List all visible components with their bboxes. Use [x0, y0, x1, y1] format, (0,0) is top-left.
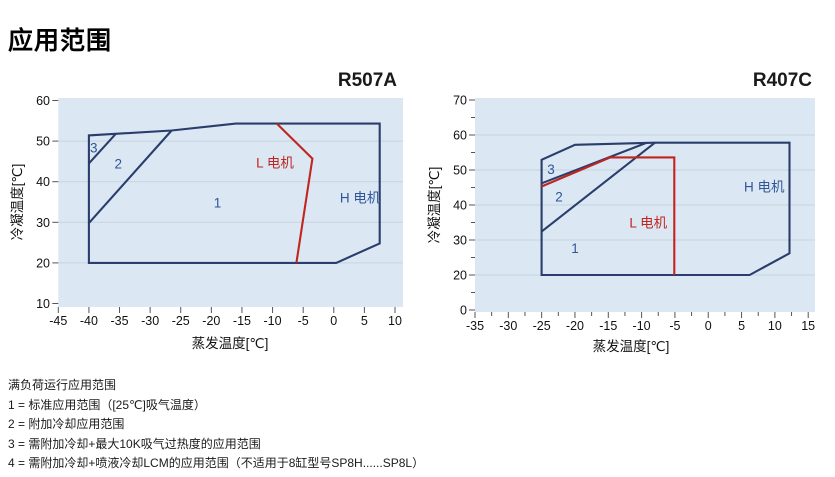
chart-annotation: 2: [115, 157, 123, 172]
chart-annotation: H 电机: [340, 190, 381, 205]
x-axis-tick-label: 10: [768, 319, 782, 333]
x-axis-tick-label: 0: [330, 314, 337, 328]
series-h_motor_envelope: [540, 141, 791, 277]
x-axis-tick-label: -10: [264, 314, 282, 328]
legend-item-4: 4 = 需附加冷却+喷液冷却LCM的应用范围（不适用于8缸型号SP8H.....…: [8, 456, 425, 470]
x-axis-title: 蒸发温度[℃]: [593, 339, 670, 354]
x-axis-tick-label: 15: [801, 319, 815, 333]
y-axis-tick-label: 50: [36, 135, 50, 149]
chart-annotation: 1: [571, 241, 579, 256]
y-axis-tick-label: 40: [36, 175, 50, 189]
chart-annotation: L 电机: [256, 156, 294, 171]
y-axis-title: 冷凝温度[℃]: [10, 164, 25, 241]
chart-title: R407C: [753, 70, 812, 91]
x-axis-tick-label: 0: [705, 319, 712, 333]
chart-annotation: 3: [547, 162, 555, 177]
chart-annotation: L 电机: [629, 215, 667, 230]
series-l_motor_boundary: [541, 156, 676, 275]
legend-item-3: 3 = 需附加冷却+最大10K吸气过热度的应用范围: [8, 436, 261, 451]
series-zone2_boundary: [88, 129, 173, 224]
chart-annotation: 1: [214, 195, 222, 210]
x-axis-tick-label: -30: [499, 319, 517, 333]
x-axis-tick-label: -5: [298, 314, 309, 328]
x-axis-tick-label: 5: [361, 314, 368, 328]
x-axis-tick-label: -40: [80, 314, 98, 328]
x-axis-tick-label: -25: [172, 314, 190, 328]
x-axis-tick-label: -10: [633, 319, 651, 333]
y-axis-tick-label: 60: [453, 129, 467, 143]
y-axis-tick-label: 60: [36, 94, 50, 108]
x-axis-tick-label: -45: [49, 314, 67, 328]
x-axis-tick-label: -20: [566, 319, 584, 333]
legend-block: 满负荷运行应用范围 1 = 标准应用范围（[25℃]吸气温度） 2 = 附加冷却…: [8, 376, 424, 474]
page-title: 应用范围: [8, 26, 113, 55]
y-axis-tick-label: 0: [460, 304, 467, 318]
y-axis-tick-label: 50: [453, 164, 467, 178]
x-axis-tick-label: -15: [599, 319, 617, 333]
chart-r407c: -35 -30 -25 -20 -15 -10 -5 0 5 10 15 70 60 50 40 30 20 0 3…: [427, 70, 815, 354]
x-axis-tick-label: -15: [233, 314, 251, 328]
legend-item-2: 2 = 附加冷却应用范围: [8, 417, 125, 431]
x-axis-tick-label: -35: [466, 319, 484, 333]
series-h_motor_envelope: [87, 122, 381, 264]
y-axis-tick-label: 30: [453, 234, 467, 248]
legend-title: 满负荷运行应用范围: [8, 378, 117, 392]
chart-title: R507A: [338, 70, 397, 91]
x-axis-tick-label: -5: [669, 319, 680, 333]
chart-r507a: -45 -40 -35 -30 -25 -20 -15 -10 -5 0 5 10 60 50 40 30 20…: [10, 70, 404, 351]
x-axis-title: 蒸发温度[℃]: [192, 336, 269, 351]
y-axis-title: 冷凝温度[℃]: [427, 167, 442, 244]
x-axis-tick-label: 5: [738, 319, 745, 333]
y-axis-tick-label: 40: [453, 199, 467, 213]
chart-annotation: 3: [90, 141, 98, 156]
x-axis-tick-label: 10: [388, 314, 402, 328]
x-axis-tick-label: -30: [141, 314, 159, 328]
x-axis-tick-label: -25: [533, 319, 551, 333]
y-axis-tick-label: 10: [36, 297, 50, 311]
series-zone3_boundary: [88, 133, 117, 165]
x-axis-tick-label: -35: [110, 314, 128, 328]
series-l_motor_boundary: [276, 122, 314, 264]
chart-annotation: H 电机: [744, 179, 785, 194]
chart-annotation: 2: [555, 189, 563, 204]
y-axis-tick-label: 70: [453, 94, 467, 108]
y-axis-tick-label: 20: [453, 269, 467, 283]
y-axis-tick-label: 20: [36, 256, 50, 270]
series-zone3_boundary: [541, 141, 648, 185]
y-axis-tick-label: 30: [36, 216, 50, 230]
x-axis-tick-label: -20: [202, 314, 220, 328]
legend-item-1: 1 = 标准应用范围（[25℃]吸气温度）: [8, 397, 206, 412]
